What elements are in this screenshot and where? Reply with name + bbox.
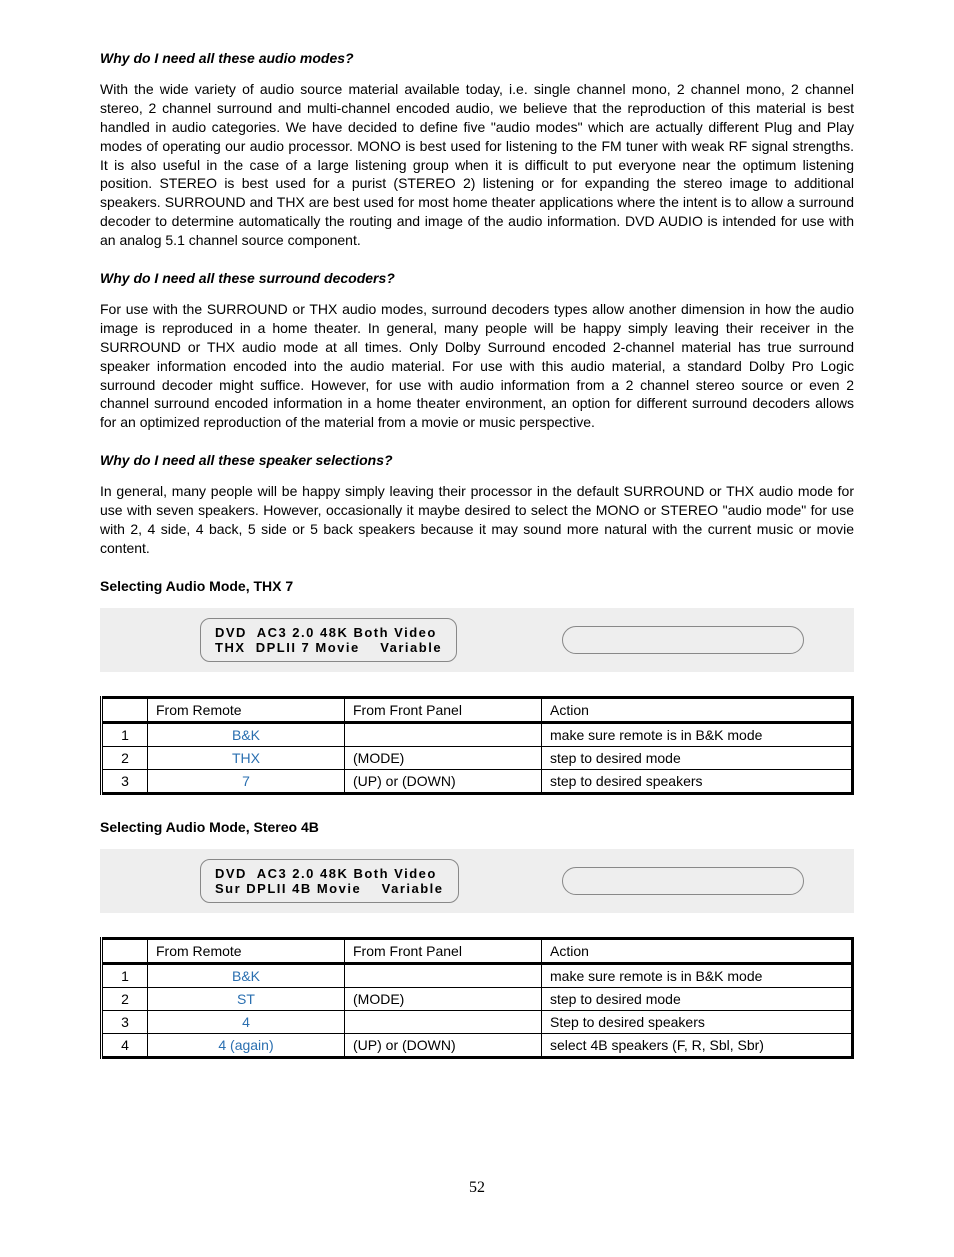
q1-heading: Why do I need all these audio modes?	[100, 50, 854, 66]
row-remote: B&K	[148, 963, 345, 987]
sec2-th-action: Action	[542, 938, 853, 963]
sec1-lcd-line2: THX DPLII 7 Movie Variable	[215, 640, 442, 655]
sec2-heading: Selecting Audio Mode, Stereo 4B	[100, 819, 854, 835]
sec1-th-action: Action	[542, 697, 853, 722]
row-num: 3	[102, 1010, 148, 1033]
row-panel	[345, 963, 542, 987]
row-action: step to desired mode	[542, 987, 853, 1010]
q3-body: In general, many people will be happy si…	[100, 482, 854, 558]
row-action: Step to desired speakers	[542, 1010, 853, 1033]
sec1-lcd-box: DVD AC3 2.0 48K Both Video THX DPLII 7 M…	[200, 618, 457, 662]
row-panel: (MODE)	[345, 746, 542, 769]
q2-body: For use with the SURROUND or THX audio m…	[100, 300, 854, 432]
row-num: 2	[102, 746, 148, 769]
row-panel	[345, 722, 542, 746]
row-remote: ST	[148, 987, 345, 1010]
sec1-lcd-line1: DVD AC3 2.0 48K Both Video	[215, 625, 442, 640]
row-action: select 4B speakers (F, R, Sbl, Sbr)	[542, 1033, 853, 1057]
page-number: 52	[100, 1179, 854, 1197]
table-row: 3 4 Step to desired speakers	[102, 1010, 853, 1033]
sec1-table: From Remote From Front Panel Action 1 B&…	[100, 696, 854, 795]
row-panel	[345, 1010, 542, 1033]
sec1-display-row: DVD AC3 2.0 48K Both Video THX DPLII 7 M…	[100, 608, 854, 672]
sec1-heading: Selecting Audio Mode, THX 7	[100, 578, 854, 594]
table-row: 2 THX (MODE) step to desired mode	[102, 746, 853, 769]
sec2-th-remote: From Remote	[148, 938, 345, 963]
row-num: 2	[102, 987, 148, 1010]
row-num: 1	[102, 722, 148, 746]
sec2-lcd-line2: Sur DPLII 4B Movie Variable	[215, 881, 444, 896]
row-remote: 4 (again)	[148, 1033, 345, 1057]
q2-heading: Why do I need all these surround decoder…	[100, 270, 854, 286]
row-action: step to desired speakers	[542, 769, 853, 793]
row-panel: (MODE)	[345, 987, 542, 1010]
table-row: 4 4 (again) (UP) or (DOWN) select 4B spe…	[102, 1033, 853, 1057]
sec2-th-panel: From Front Panel	[345, 938, 542, 963]
row-num: 3	[102, 769, 148, 793]
row-remote: 4	[148, 1010, 345, 1033]
row-remote: 7	[148, 769, 345, 793]
row-panel: (UP) or (DOWN)	[345, 1033, 542, 1057]
row-action: make sure remote is in B&K mode	[542, 963, 853, 987]
sec2-lcd-box: DVD AC3 2.0 48K Both Video Sur DPLII 4B …	[200, 859, 459, 903]
row-action: step to desired mode	[542, 746, 853, 769]
q3-heading: Why do I need all these speaker selectio…	[100, 452, 854, 468]
row-panel: (UP) or (DOWN)	[345, 769, 542, 793]
sec2-th-num	[102, 938, 148, 963]
sec2-table: From Remote From Front Panel Action 1 B&…	[100, 937, 854, 1059]
sec1-th-panel: From Front Panel	[345, 697, 542, 722]
row-num: 1	[102, 963, 148, 987]
table-row: 1 B&K make sure remote is in B&K mode	[102, 963, 853, 987]
row-remote: B&K	[148, 722, 345, 746]
sec1-th-remote: From Remote	[148, 697, 345, 722]
row-remote: THX	[148, 746, 345, 769]
sec2-display-row: DVD AC3 2.0 48K Both Video Sur DPLII 4B …	[100, 849, 854, 913]
table-row: 1 B&K make sure remote is in B&K mode	[102, 722, 853, 746]
sec1-blank-box	[562, 626, 804, 654]
row-action: make sure remote is in B&K mode	[542, 722, 853, 746]
row-num: 4	[102, 1033, 148, 1057]
sec2-blank-box	[562, 867, 804, 895]
table-row: 2 ST (MODE) step to desired mode	[102, 987, 853, 1010]
sec2-lcd-line1: DVD AC3 2.0 48K Both Video	[215, 866, 444, 881]
sec1-th-num	[102, 697, 148, 722]
q1-body: With the wide variety of audio source ma…	[100, 80, 854, 250]
table-row: 3 7 (UP) or (DOWN) step to desired speak…	[102, 769, 853, 793]
